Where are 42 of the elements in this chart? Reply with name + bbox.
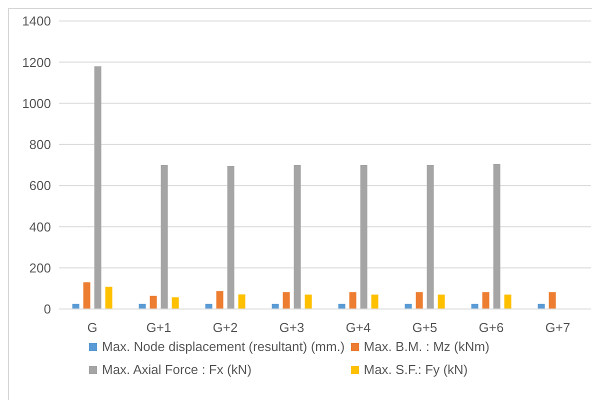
bar xyxy=(438,294,445,309)
y-tick-label: 600 xyxy=(29,178,51,194)
bar xyxy=(83,282,90,309)
y-tick-label: 200 xyxy=(29,260,51,276)
bar xyxy=(304,294,312,309)
bar xyxy=(238,294,246,309)
bar xyxy=(216,291,224,309)
x-tick-label: G+4 xyxy=(346,320,371,336)
bar xyxy=(482,292,490,309)
bar xyxy=(416,292,423,309)
bar xyxy=(548,292,556,309)
bar xyxy=(172,297,179,309)
y-tick-label: 400 xyxy=(29,219,51,234)
x-tick-label: G+2 xyxy=(212,320,238,336)
legend-label: Max. Axial Force : Fx (kN) xyxy=(102,362,252,377)
x-tick-label: G+3 xyxy=(279,320,304,336)
y-tick-label: 1200 xyxy=(22,54,51,70)
x-tick-label: G xyxy=(87,320,98,336)
bar xyxy=(94,66,102,309)
bar xyxy=(150,296,157,309)
x-tick-label: G+1 xyxy=(146,320,172,336)
bar xyxy=(282,292,290,309)
y-tick-label: 1000 xyxy=(22,96,51,111)
bar xyxy=(360,165,368,309)
bar xyxy=(105,286,112,309)
x-tick-label: G+5 xyxy=(412,320,438,336)
y-tick-label: 0 xyxy=(44,302,51,317)
x-tick-label: G+6 xyxy=(478,320,504,336)
y-tick-label: 800 xyxy=(29,137,51,152)
bar xyxy=(160,165,168,309)
legend-label: Max. Node displacement (resultant) (mm.) xyxy=(102,339,345,354)
legend-label: Max. B.M. : Mz (kNm) xyxy=(364,339,490,354)
bar xyxy=(294,165,301,309)
bar xyxy=(227,166,234,309)
bar xyxy=(493,164,500,309)
y-tick-label: 1400 xyxy=(22,14,51,29)
x-tick-label: G+7 xyxy=(545,320,570,336)
bar xyxy=(426,165,434,309)
bar xyxy=(371,294,378,309)
legend-label: Max. S.F.: Fy (kN) xyxy=(364,362,468,377)
bar xyxy=(504,294,512,309)
bar xyxy=(349,292,356,309)
